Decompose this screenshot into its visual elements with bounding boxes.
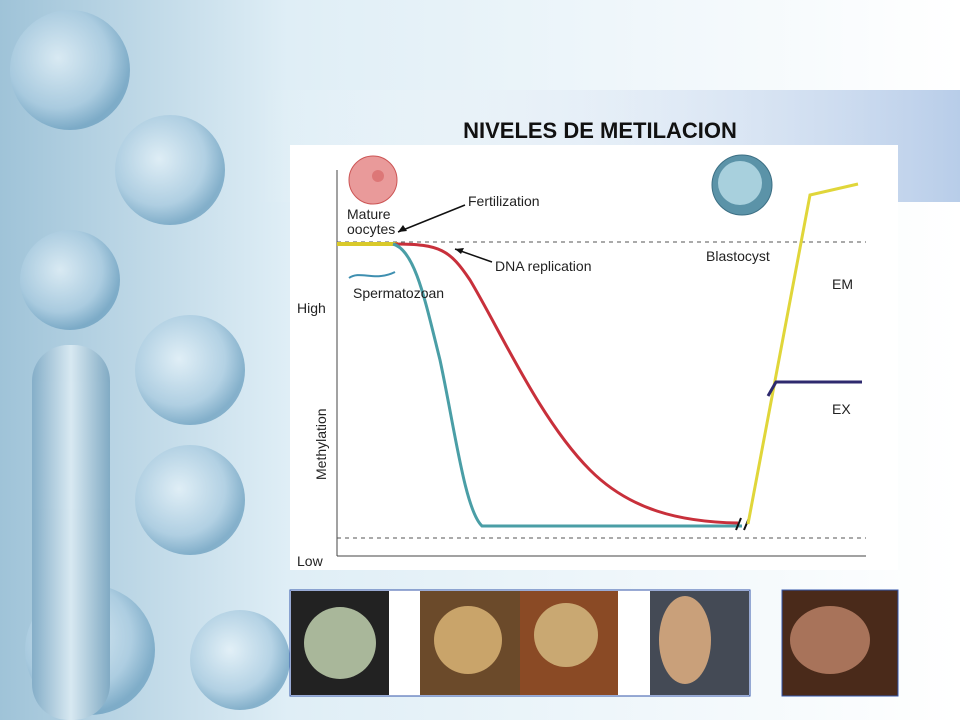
fertilization-label: Fertilization: [468, 193, 540, 209]
figure-panel: [290, 145, 898, 570]
blastocyst-cavity: [718, 161, 762, 205]
spermatozoan-label: Spermatozoan: [353, 285, 444, 301]
oocyte-label: oocytes: [347, 221, 395, 237]
figure: Mature oocytes Fertilization DNA replica…: [290, 145, 898, 570]
fetus: [790, 606, 870, 674]
blastocyst: [534, 603, 598, 667]
em-label: EM: [832, 276, 853, 292]
slide-title: NIVELES DE METILACION: [463, 118, 737, 143]
oocyte-label: Mature: [347, 206, 391, 222]
embryo-strip: [289, 589, 899, 697]
low-label: Low: [297, 553, 324, 569]
ex-curve: [766, 380, 862, 397]
arrow-head: [455, 248, 464, 254]
fertilization-arrow: [397, 204, 466, 233]
decor-cells: [10, 10, 290, 720]
ex-label: EX: [832, 401, 851, 417]
em-curve: [746, 182, 859, 525]
oocyte-nucleus: [372, 170, 384, 182]
embryo: [659, 596, 711, 684]
sperm-icon: [348, 271, 396, 279]
morula: [434, 606, 502, 674]
paternal-curve: [392, 242, 742, 528]
high-label: High: [297, 300, 326, 316]
blastocyst-label: Blastocyst: [706, 248, 770, 264]
maternal-curve: [394, 242, 739, 525]
y-axis-label: Methylation: [313, 408, 329, 480]
dna-replication-label: DNA replication: [495, 258, 592, 274]
oocyte-icon: [348, 155, 398, 205]
zygote: [304, 607, 376, 679]
arrow-head: [398, 225, 407, 232]
